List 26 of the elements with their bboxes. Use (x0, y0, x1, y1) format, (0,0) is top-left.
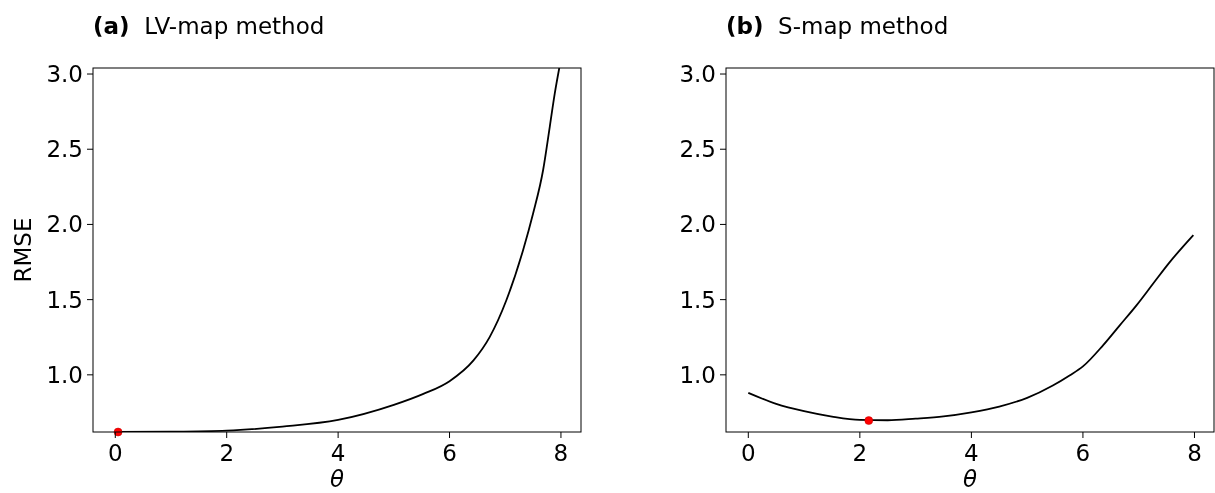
y-tick-label: 2.5 (46, 136, 83, 163)
y-axis-title: RMSE (10, 217, 36, 283)
y-tick-label: 1.0 (679, 361, 716, 388)
y-tick-label: 3.0 (679, 61, 716, 88)
x-tick-label: 0 (107, 440, 123, 466)
x-tick-label: 2 (852, 440, 868, 466)
x-tick-label: 2 (219, 440, 235, 466)
x-tick-label: 6 (1075, 440, 1091, 466)
x-tick-label: 8 (1187, 440, 1202, 466)
y-tick-label: 2.0 (679, 211, 716, 238)
x-tick-label: 4 (330, 440, 346, 466)
y-tick-label: 1.5 (46, 286, 83, 313)
y-tick-label: 1.5 (679, 286, 716, 313)
chart-title: (b) S-map method (726, 13, 949, 39)
y-tick-label: 1.0 (46, 361, 83, 388)
x-tick-label: 6 (442, 440, 457, 466)
x-axis-title: θ (962, 466, 978, 492)
chart-title: (a) LV-map method (93, 13, 325, 39)
x-tick-label: 4 (964, 440, 979, 466)
x-tick-label: 0 (740, 440, 756, 466)
y-tick-label: 2.0 (46, 211, 83, 238)
line-series (747, 234, 1195, 422)
y-tick-label: 2.5 (679, 136, 716, 163)
y-tick-label: 3.0 (46, 61, 83, 88)
x-tick-label: 8 (553, 440, 569, 466)
x-axis-title: θ (329, 466, 345, 492)
